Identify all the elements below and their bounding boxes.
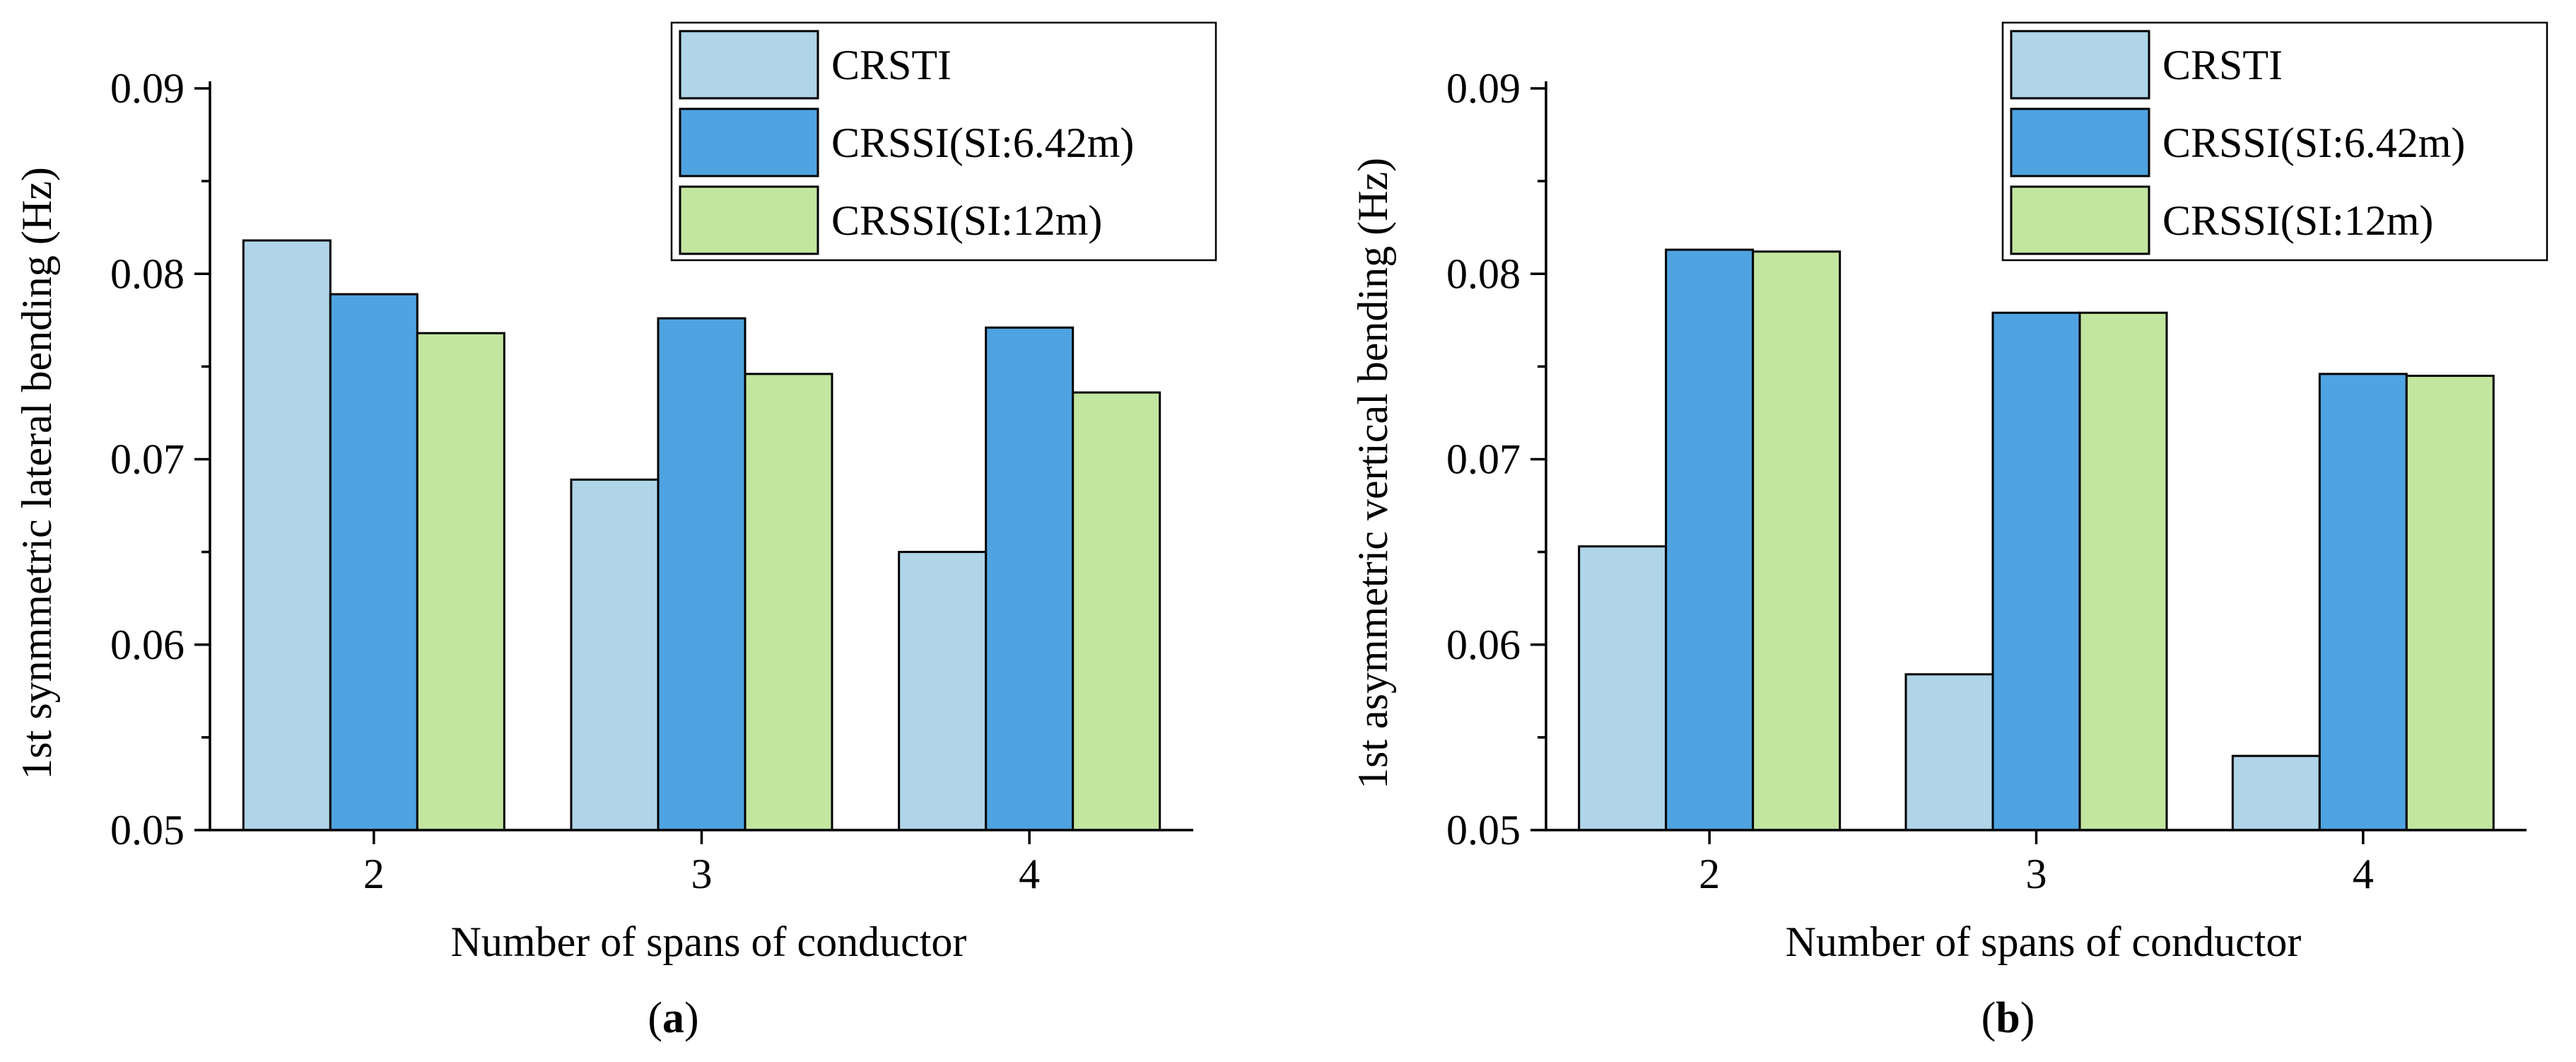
x-tick-label: 3: [2026, 851, 2047, 897]
bar-a-3-3: [744, 373, 833, 831]
legend: CRSTI CRSSI(SI:6.42m) CRSSI(SI:12m): [2001, 21, 2548, 262]
legend-label: CRSSI(SI:6.42m): [2162, 119, 2465, 166]
panel-label: (b): [1981, 994, 2035, 1042]
y-tick-label: 0.09: [1446, 65, 1521, 112]
bar-a-3-2: [416, 332, 505, 831]
bar-b-3-4: [2405, 374, 2495, 831]
legend-swatch: [2010, 107, 2150, 177]
legend-label: CRSTI: [2162, 42, 2283, 88]
bar-b-3-2: [1752, 250, 1842, 831]
x-axis-title: Number of spans of conductor: [451, 918, 967, 965]
bar-a-1-4: [898, 551, 988, 831]
y-tick-label: 0.07: [110, 436, 185, 483]
panel-label: (a): [648, 994, 698, 1042]
legend-swatch: [2010, 30, 2150, 100]
chart-panel-a: 2 3 4 0.05 0.06 0.07 0.08 0.09 Number of spans o…: [13, 21, 1217, 1042]
y-axis-title: 1st asymmetric vertical bending (Hz): [1350, 158, 1396, 789]
x-tick-label: 2: [363, 851, 385, 897]
x-tick-label: 3: [691, 851, 713, 897]
bar-b-3-3: [2078, 311, 2168, 831]
bar-b-1-4: [2231, 754, 2321, 831]
legend: CRSTI CRSSI(SI:6.42m) CRSSI(SI:12m): [670, 21, 1217, 262]
bar-b-1-3: [1904, 673, 1994, 831]
bar-a-1-3: [570, 478, 660, 831]
x-tick-label: 4: [1019, 851, 1040, 897]
bar-a-2-3: [657, 317, 747, 831]
legend-swatch: [2010, 185, 2150, 255]
x-tick-label: 4: [2353, 851, 2374, 897]
bar-b-2-4: [2318, 373, 2408, 831]
y-tick-label: 0.07: [1446, 436, 1521, 483]
y-tick-label: 0.09: [110, 65, 185, 112]
legend-swatch: [679, 107, 819, 177]
bar-b-2-3: [1991, 311, 2081, 831]
x-axis-title: Number of spans of conductor: [1786, 918, 2302, 965]
legend-label: CRSSI(SI:6.42m): [831, 119, 1134, 166]
bar-a-2-2: [329, 293, 418, 831]
x-tick-label: 2: [1699, 851, 1720, 897]
y-tick-label: 0.08: [110, 250, 185, 297]
legend-label: CRSSI(SI:12m): [831, 197, 1102, 244]
y-axis-title: 1st synmmetric lateral bending (Hz): [13, 167, 60, 779]
y-tick-label: 0.05: [110, 807, 185, 853]
legend-swatch: [679, 30, 819, 100]
y-tick-label: 0.05: [1446, 807, 1521, 853]
y-tick-label: 0.06: [1446, 622, 1521, 668]
bar-b-1-2: [1578, 545, 1668, 831]
legend-swatch: [679, 185, 819, 255]
y-tick-label: 0.06: [110, 622, 185, 668]
bar-a-2-4: [985, 326, 1075, 831]
y-tick-label: 0.08: [1446, 250, 1521, 297]
bar-a-1-2: [242, 239, 332, 831]
bar-a-3-4: [1072, 391, 1161, 831]
legend-label: CRSTI: [831, 42, 952, 88]
legend-label: CRSSI(SI:12m): [2162, 197, 2433, 244]
chart-panel-b: 2 3 4 0.05 0.06 0.07 0.08 0.09 Number of spans o…: [1350, 21, 2548, 1042]
bar-b-2-2: [1665, 248, 1755, 831]
